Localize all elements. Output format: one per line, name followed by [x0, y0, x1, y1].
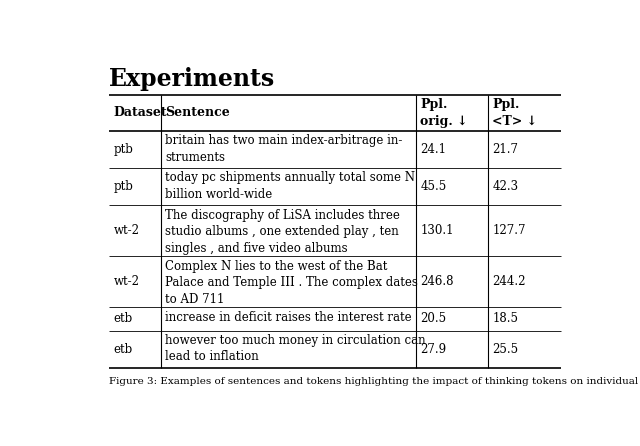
Text: Ppl.
orig. ↓: Ppl. orig. ↓	[420, 98, 468, 128]
Text: wt-2: wt-2	[113, 275, 140, 288]
Text: etb: etb	[113, 343, 132, 355]
Text: ptb: ptb	[113, 143, 133, 156]
Text: britain has two main index-arbitrage in-
struments: britain has two main index-arbitrage in-…	[165, 134, 403, 164]
Text: wt-2: wt-2	[113, 224, 140, 237]
Text: Complex N lies to the west of the Bat
Palace and Temple III . The complex dates
: Complex N lies to the west of the Bat Pa…	[165, 260, 418, 306]
Text: ptb: ptb	[113, 180, 133, 193]
Text: 246.8: 246.8	[420, 275, 454, 288]
Text: Experiments: Experiments	[109, 67, 276, 91]
Text: 25.5: 25.5	[492, 343, 518, 355]
Text: 20.5: 20.5	[420, 312, 446, 325]
Text: Figure 3: Examples of sentences and tokens highlighting the impact of thinking t: Figure 3: Examples of sentences and toke…	[109, 377, 640, 386]
Text: increase in deficit raises the interest rate: increase in deficit raises the interest …	[165, 310, 412, 323]
Text: Dataset: Dataset	[113, 107, 167, 120]
Text: 244.2: 244.2	[492, 275, 526, 288]
Text: 127.7: 127.7	[492, 224, 526, 237]
Text: 18.5: 18.5	[492, 312, 518, 325]
Text: 45.5: 45.5	[420, 180, 446, 193]
Text: Ppl.
<T> ↓: Ppl. <T> ↓	[492, 98, 538, 128]
Text: The discography of LiSA includes three
studio albums , one extended play , ten
s: The discography of LiSA includes three s…	[165, 209, 400, 255]
Text: 27.9: 27.9	[420, 343, 446, 355]
Text: 24.1: 24.1	[420, 143, 446, 156]
Text: 130.1: 130.1	[420, 224, 454, 237]
Text: Sentence: Sentence	[165, 107, 230, 120]
Text: today pc shipments annually total some N
billion world-wide: today pc shipments annually total some N…	[165, 172, 415, 201]
Text: etb: etb	[113, 312, 132, 325]
Text: however too much money in circulation can
lead to inflation: however too much money in circulation ca…	[165, 334, 426, 363]
Text: 42.3: 42.3	[492, 180, 518, 193]
Text: 21.7: 21.7	[492, 143, 518, 156]
